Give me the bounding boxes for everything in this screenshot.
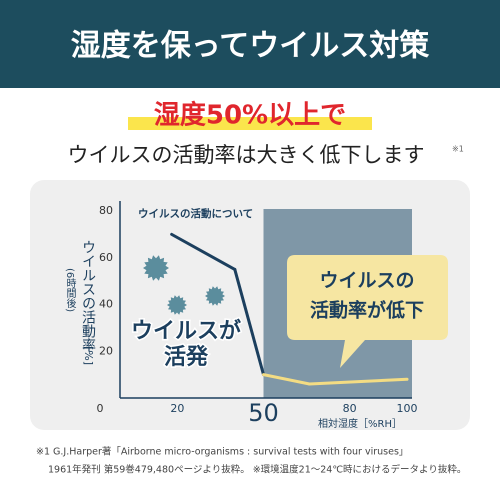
- annotation: 活発: [164, 345, 209, 370]
- x-tick-label: 80: [343, 402, 357, 415]
- headline-emphasis: 湿度50%以上で: [154, 100, 346, 131]
- x-tick-label: 20: [170, 402, 184, 415]
- y-axis-label: [%]: [82, 346, 95, 365]
- note-mark: ※1: [452, 145, 464, 154]
- y-tick-label: 20: [99, 344, 113, 357]
- callout-box: [287, 255, 448, 368]
- callout-text: ウイルスの: [319, 270, 414, 292]
- y-tick-label: 0: [97, 402, 104, 415]
- line-segment: [233, 267, 265, 377]
- y-tick-label: 60: [99, 251, 113, 264]
- y-tick-label: 40: [99, 298, 113, 311]
- x-axis-label: 相対湿度［%RH］: [318, 417, 402, 430]
- x-tick-label: 100: [397, 402, 418, 415]
- header-band: [0, 0, 500, 88]
- series-label: ウイルスの活動について: [138, 207, 253, 220]
- headline-text: ウイルスの活動率は大きく低下します: [68, 143, 425, 167]
- footnote: 1961年発刊 第59巻479,480ページより抜粋。 ※環境温度21～24℃時…: [48, 464, 466, 476]
- virus-icon: [167, 295, 187, 315]
- header-title: 湿度を保ってウイルス対策: [71, 29, 430, 64]
- line-segment: [262, 373, 311, 386]
- x-tick-label: 50: [248, 399, 279, 427]
- plot: 0 20 40 60 80 20 50 80 100 相対湿度［%RH］ ウイルスの活動率 (6時間後…: [64, 201, 448, 430]
- annotation: ウイルスが: [131, 318, 241, 344]
- virus-icon: [205, 286, 225, 306]
- line-segment: [170, 232, 237, 271]
- y-axis-label: ウイルスの活動率: [80, 240, 96, 352]
- line-segment: [307, 377, 409, 386]
- virus-icon: [143, 255, 169, 281]
- highlight: [128, 117, 372, 130]
- callout-text: 活動率が低下: [310, 299, 424, 322]
- y-axis-label: (6時間後): [64, 268, 76, 312]
- y-tick-label: 80: [99, 204, 113, 217]
- footnote: ※1 G.J.Harper著「Airborne micro-organisms …: [36, 446, 408, 458]
